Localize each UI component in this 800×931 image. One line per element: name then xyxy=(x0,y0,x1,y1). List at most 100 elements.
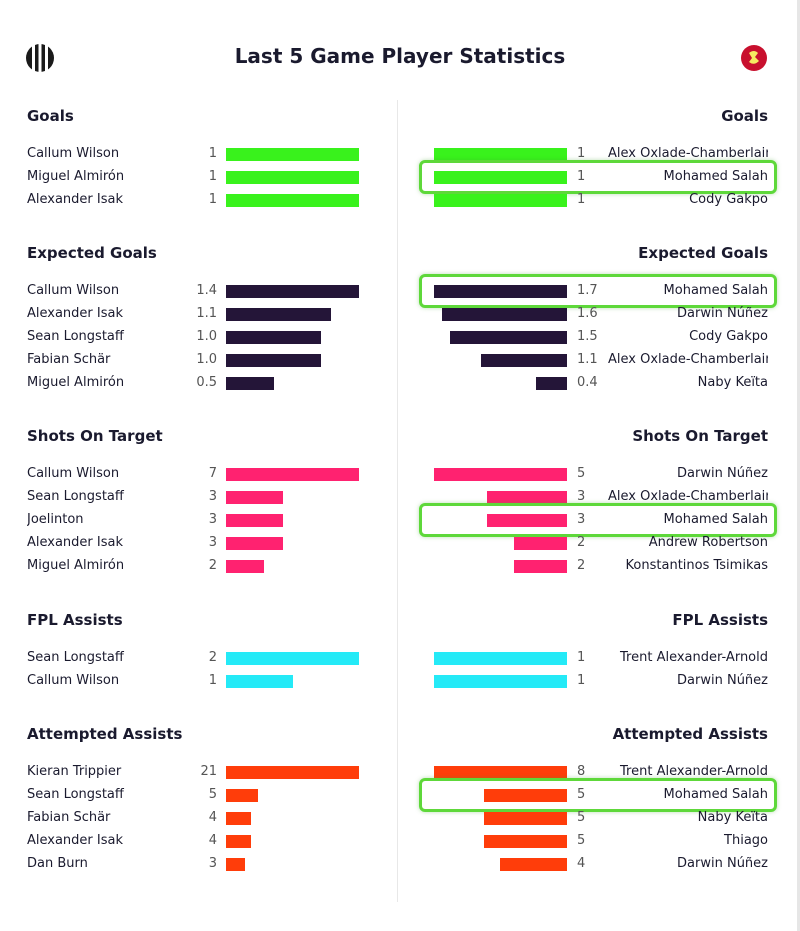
stat-bar xyxy=(514,560,567,573)
player-row-left[interactable]: Callum Wilson 7 xyxy=(0,466,398,482)
player-row-right[interactable]: 1 Darwin Núñez xyxy=(400,673,800,689)
player-name: Alex Oxlade-Chamberlain xyxy=(608,146,768,161)
player-stat-value: 21 xyxy=(200,764,217,779)
player-name: Cody Gakpo xyxy=(689,329,768,344)
player-row-right[interactable]: 8 Trent Alexander-Arnold xyxy=(400,764,800,780)
player-row-left[interactable]: Callum Wilson 1 xyxy=(0,673,398,689)
player-row-left[interactable]: Kieran Trippier 21 xyxy=(0,764,398,780)
player-row-right[interactable]: 1.1 Alex Oxlade-Chamberlain xyxy=(400,352,800,368)
player-row-right[interactable]: 2 Andrew Robertson xyxy=(400,535,800,551)
stat-bar xyxy=(434,194,567,207)
player-name: Darwin Núñez xyxy=(677,856,768,871)
player-row-right[interactable]: 4 Darwin Núñez xyxy=(400,856,800,872)
section-title-shots-on-target-left: Shots On Target xyxy=(27,427,163,445)
stat-bar xyxy=(226,354,321,367)
player-stat-value: 4 xyxy=(208,833,217,848)
player-stat-value: 5 xyxy=(577,810,586,825)
player-name: Kieran Trippier xyxy=(27,764,122,779)
player-name: Naby Keïta xyxy=(697,375,768,390)
player-name: Andrew Robertson xyxy=(648,535,768,550)
player-stat-value: 1.0 xyxy=(196,329,217,344)
player-name: Fabian Schär xyxy=(27,352,111,367)
player-name: Cody Gakpo xyxy=(689,192,768,207)
player-name: Trent Alexander-Arnold xyxy=(620,764,768,779)
player-name: Dan Burn xyxy=(27,856,88,871)
player-stat-value: 2 xyxy=(208,558,217,573)
stat-bar xyxy=(481,354,567,367)
player-row-left[interactable]: Sean Longstaff 5 xyxy=(0,787,398,803)
player-name: Fabian Schär xyxy=(27,810,111,825)
player-row-right[interactable]: 1.7 Mohamed Salah xyxy=(400,283,800,299)
player-row-left[interactable]: Alexander Isak 1 xyxy=(0,192,398,208)
player-name: Sean Longstaff xyxy=(27,329,124,344)
stat-bar xyxy=(484,789,567,802)
player-row-left[interactable]: Fabian Schär 4 xyxy=(0,810,398,826)
player-row-left[interactable]: Miguel Almirón 1 xyxy=(0,169,398,185)
section-title-shots-on-target-right: Shots On Target xyxy=(632,427,768,445)
player-stat-value: 1 xyxy=(577,146,586,161)
player-row-right[interactable]: 2 Konstantinos Tsimikas xyxy=(400,558,800,574)
player-name: Alex Oxlade-Chamberlain xyxy=(608,489,768,504)
player-row-left[interactable]: Alexander Isak 3 xyxy=(0,535,398,551)
stat-bar xyxy=(226,789,258,802)
stat-bar xyxy=(226,675,293,688)
player-name: Alex Oxlade-Chamberlain xyxy=(608,352,768,367)
player-row-right[interactable]: 1.5 Cody Gakpo xyxy=(400,329,800,345)
newcastle-crest-icon xyxy=(26,44,54,72)
player-row-right[interactable]: 5 Naby Keïta xyxy=(400,810,800,826)
player-row-right[interactable]: 5 Darwin Núñez xyxy=(400,466,800,482)
player-stat-value: 2 xyxy=(577,558,586,573)
player-row-left[interactable]: Callum Wilson 1.4 xyxy=(0,283,398,299)
player-row-right[interactable]: 3 Mohamed Salah xyxy=(400,512,800,528)
player-row-left[interactable]: Sean Longstaff 2 xyxy=(0,650,398,666)
player-stat-value: 5 xyxy=(208,787,217,802)
player-stat-value: 1.1 xyxy=(196,306,217,321)
player-row-right[interactable]: 5 Thiago xyxy=(400,833,800,849)
header: Last 5 Game Player Statistics xyxy=(0,0,800,100)
stat-bar xyxy=(226,812,251,825)
player-row-left[interactable]: Joelinton 3 xyxy=(0,512,398,528)
player-row-right[interactable]: 3 Alex Oxlade-Chamberlain xyxy=(400,489,800,505)
section-title-goals-left: Goals xyxy=(27,107,74,125)
player-row-left[interactable]: Sean Longstaff 1.0 xyxy=(0,329,398,345)
player-name: Callum Wilson xyxy=(27,146,120,161)
player-name: Alexander Isak xyxy=(27,535,124,550)
player-row-right[interactable]: 1.6 Darwin Núñez xyxy=(400,306,800,322)
column-divider xyxy=(397,100,398,902)
player-name: Callum Wilson xyxy=(27,466,120,481)
liverpool-crest-icon xyxy=(741,45,767,71)
player-row-left[interactable]: Dan Burn 3 xyxy=(0,856,398,872)
player-name: Sean Longstaff xyxy=(27,650,124,665)
player-stat-value: 1.1 xyxy=(577,352,598,367)
player-stat-value: 4 xyxy=(577,856,586,871)
page-title: Last 5 Game Player Statistics xyxy=(234,44,566,68)
player-row-left[interactable]: Fabian Schär 1.0 xyxy=(0,352,398,368)
player-row-left[interactable]: Miguel Almirón 2 xyxy=(0,558,398,574)
stat-bar xyxy=(226,308,331,321)
player-row-right[interactable]: 1 Mohamed Salah xyxy=(400,169,800,185)
player-row-right[interactable]: 5 Mohamed Salah xyxy=(400,787,800,803)
player-row-right[interactable]: 1 Alex Oxlade-Chamberlain xyxy=(400,146,800,162)
stat-bar xyxy=(434,148,567,161)
player-name: Miguel Almirón xyxy=(27,169,125,184)
player-stat-value: 8 xyxy=(577,764,586,779)
player-name: Mohamed Salah xyxy=(663,169,768,184)
player-row-left[interactable]: Miguel Almirón 0.5 xyxy=(0,375,398,391)
player-row-right[interactable]: 1 Trent Alexander-Arnold xyxy=(400,650,800,666)
player-name: Sean Longstaff xyxy=(27,787,124,802)
section-title-goals-right: Goals xyxy=(721,107,768,125)
player-stat-value: 5 xyxy=(577,787,586,802)
player-stat-value: 1 xyxy=(208,192,217,207)
player-row-left[interactable]: Sean Longstaff 3 xyxy=(0,489,398,505)
section-title-expected-goals-right: Expected Goals xyxy=(638,244,768,262)
stat-bar xyxy=(226,148,359,161)
stat-bar xyxy=(226,194,359,207)
player-row-right[interactable]: 1 Cody Gakpo xyxy=(400,192,800,208)
player-stat-value: 3 xyxy=(208,512,217,527)
player-stat-value: 1 xyxy=(208,673,217,688)
section-title-fpl-assists-right: FPL Assists xyxy=(672,611,768,629)
player-row-left[interactable]: Callum Wilson 1 xyxy=(0,146,398,162)
player-row-left[interactable]: Alexander Isak 4 xyxy=(0,833,398,849)
player-row-right[interactable]: 0.4 Naby Keïta xyxy=(400,375,800,391)
player-row-left[interactable]: Alexander Isak 1.1 xyxy=(0,306,398,322)
